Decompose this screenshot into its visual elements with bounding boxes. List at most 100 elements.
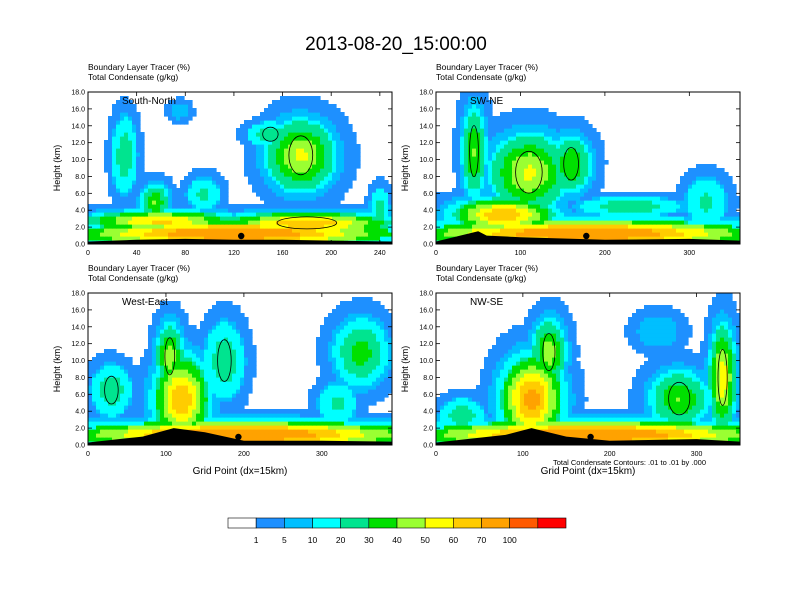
field-cell [296,124,301,129]
field-cell [112,192,117,197]
field-cell [384,200,389,205]
field-cell [524,220,529,225]
field-cell [700,232,705,237]
field-cell [544,144,549,149]
field-cell [292,144,297,149]
field-cell [584,132,589,137]
field-cell [192,212,197,217]
field-cell [684,208,689,213]
field-cell [308,409,313,414]
field-cell [136,112,141,117]
field-cell [320,429,325,434]
field-cell [104,429,109,434]
field-cell [548,196,553,201]
field-cell [720,228,725,233]
field-cell [548,208,553,213]
field-cell [284,116,289,121]
field-cell [204,389,209,394]
field-cell [264,184,269,189]
field-cell [304,132,309,137]
field-cell [132,393,137,398]
field-cell [332,421,337,426]
field-cell [732,196,737,201]
field-cell [672,220,677,225]
field-cell [456,148,461,153]
field-cell [148,405,153,410]
field-cell [224,232,229,237]
field-cell [332,164,337,169]
field-cell [688,216,693,221]
field-cell [516,144,521,149]
field-cell [576,176,581,181]
field-cell [520,212,525,217]
field-cell [356,216,361,221]
field-cell [96,377,101,382]
field-cell [216,180,221,185]
field-cell [596,156,601,161]
field-cell [528,160,533,165]
field-cell [308,401,313,406]
field-cell [720,204,725,209]
field-cell [516,152,521,157]
field-cell [200,413,205,418]
field-cell [668,208,673,213]
field-cell [284,172,289,177]
field-cell [540,120,545,125]
field-cell [160,192,165,197]
field-cell [284,152,289,157]
field-cell [116,421,121,426]
field-cell [564,176,569,181]
field-cell [712,208,717,213]
field-cell [140,196,145,201]
field-cell [168,204,173,209]
field-cell [128,397,133,402]
field-cell [560,164,565,169]
field-cell [552,216,557,221]
field-cell [120,184,125,189]
field-cell [304,172,309,177]
field-cell [484,124,489,129]
field-cell [680,228,685,233]
field-cell [572,216,577,221]
field-cell [232,397,237,402]
field-cell [592,128,597,133]
field-cell [344,421,349,426]
field-cell [504,144,509,149]
field-cell [140,389,145,394]
field-cell [260,180,265,185]
field-cell [152,200,157,205]
field-cell [592,236,597,241]
field-cell [184,417,189,422]
field-cell [220,409,225,414]
field-cell [436,212,441,217]
field-cell [332,120,337,125]
field-cell [124,236,129,241]
field-cell [484,128,489,133]
field-cell [244,385,249,390]
field-cell [352,429,357,434]
field-cell [228,228,233,233]
field-cell [564,168,569,173]
field-cell [168,200,173,205]
field-cell [340,136,345,141]
field-cell [504,120,509,125]
field-cell [560,204,565,209]
field-cell [380,417,385,422]
field-cell [240,385,245,390]
field-cell [484,172,489,177]
field-cell [296,212,301,217]
field-cell [124,148,129,153]
field-cell [240,433,245,438]
field-cell [692,168,697,173]
field-cell [132,385,137,390]
field-cell [120,397,125,402]
field-cell [460,200,465,205]
field-cell [312,212,317,217]
field-cell [128,413,133,418]
field-cell [356,401,361,406]
field-cell [588,160,593,165]
field-cell [488,176,493,181]
field-cell [596,164,601,169]
field-cell [100,381,105,386]
field-cell [252,180,257,185]
